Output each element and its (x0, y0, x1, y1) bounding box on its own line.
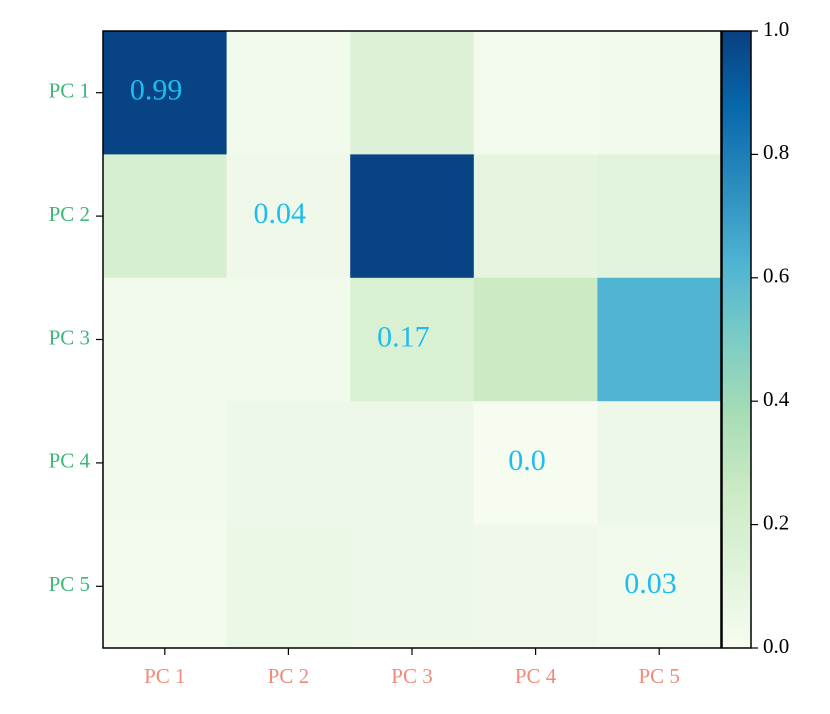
heatmap-cell (597, 401, 722, 526)
colorbar-tick-label: 0.6 (763, 264, 789, 288)
heatmap-cell (226, 401, 351, 526)
heatmap-cell (597, 154, 722, 279)
heatmap-cell (103, 524, 228, 649)
heatmap-cell (103, 277, 228, 402)
heatmap-cell (350, 524, 475, 649)
x-tick-label: PC 4 (515, 664, 557, 688)
colorbar-tick-label: 0.0 (763, 634, 789, 658)
x-tick-label: PC 2 (268, 664, 309, 688)
x-tick-label: PC 3 (391, 664, 432, 688)
heatmap-cell (103, 154, 228, 279)
value-label: 0.99 (130, 74, 183, 107)
colorbar-tick-label: 0.2 (763, 510, 789, 534)
heatmap-cell (226, 277, 351, 402)
heatmap-cell (473, 277, 598, 402)
y-tick-label: PC 5 (49, 572, 90, 596)
heatmap-cell (226, 154, 351, 279)
value-label: 0.17 (377, 320, 430, 353)
heatmap-cell (350, 31, 475, 155)
colorbar-tick-label: 1.0 (763, 17, 789, 41)
value-label: 0.0 (508, 444, 546, 477)
y-tick-label: PC 4 (49, 449, 91, 473)
heatmap-cell (350, 154, 475, 279)
heatmap-cell (473, 401, 598, 526)
heatmap-cell (226, 524, 351, 649)
heatmap-cell (226, 31, 351, 155)
heatmap-cell (103, 31, 228, 155)
x-tick-label: PC 1 (144, 664, 185, 688)
colorbar-tick-label: 0.4 (763, 387, 790, 411)
heatmap-cell (473, 31, 598, 155)
heatmap-cell (350, 401, 475, 526)
heatmap-cell (597, 524, 722, 649)
heatmap-cell (350, 277, 475, 402)
heatmap-cell (597, 31, 722, 155)
heatmap-cell (597, 277, 722, 402)
colorbar-tick-label: 0.8 (763, 140, 789, 164)
y-tick-label: PC 1 (49, 79, 90, 103)
heatmap-cell (473, 154, 598, 279)
y-tick-label: PC 3 (49, 325, 90, 349)
heatmap-cell (473, 524, 598, 649)
heatmap-cell (103, 401, 228, 526)
value-label: 0.04 (253, 197, 306, 230)
value-label: 0.03 (624, 567, 677, 600)
x-tick-label: PC 5 (638, 664, 679, 688)
colorbar (721, 30, 752, 649)
y-tick-label: PC 2 (49, 202, 90, 226)
